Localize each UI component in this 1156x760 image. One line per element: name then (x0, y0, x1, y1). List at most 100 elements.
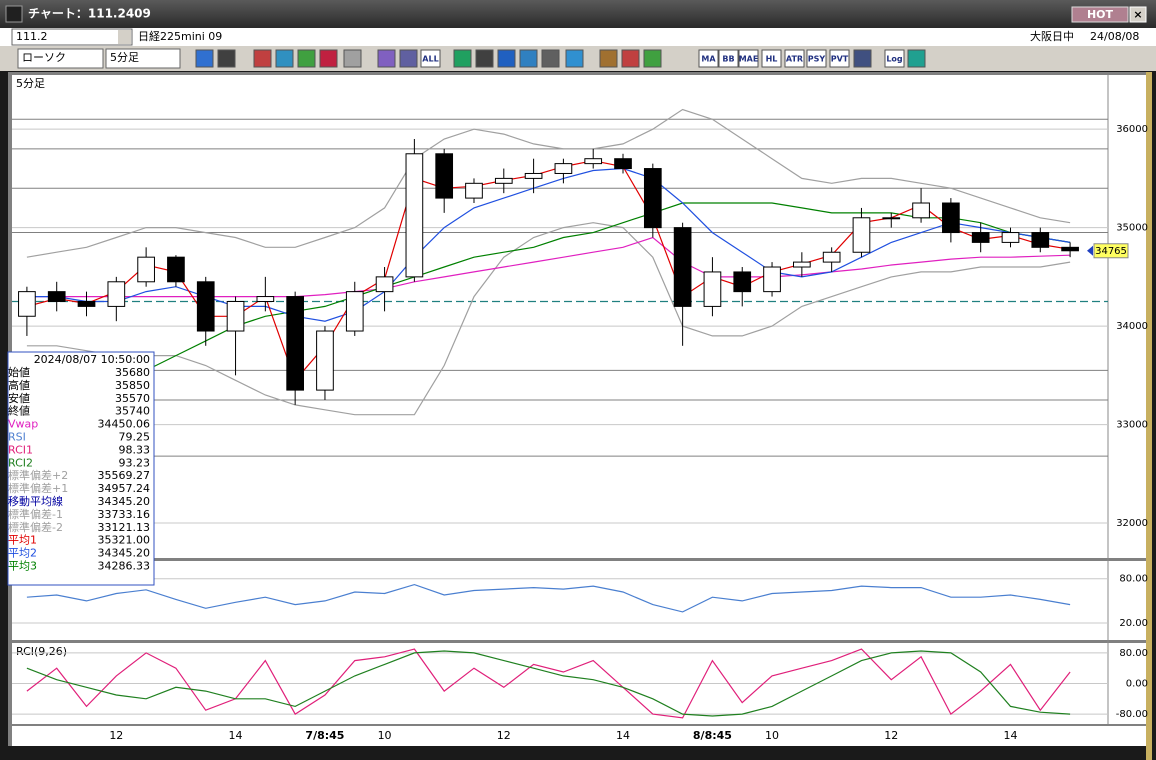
toolbar-button[interactable] (806, 49, 827, 68)
info-value: 35850 (115, 379, 150, 392)
x-tick-label: 12 (884, 729, 898, 742)
toolbar-icon[interactable] (297, 49, 316, 68)
toolbar-icon[interactable] (643, 49, 662, 68)
y-tick-label: 32000 (1116, 518, 1148, 529)
toolbar-icon[interactable] (565, 49, 584, 68)
toolbar-icon[interactable] (907, 49, 926, 68)
hot-label: HOT (1087, 8, 1114, 21)
info-label: 標準偏差+2 (8, 468, 68, 482)
candle-body (226, 300, 245, 332)
toolbar-button-label: BB (722, 55, 734, 64)
candle-body (673, 227, 692, 307)
main-axis (1108, 75, 1150, 558)
toolbar-icon[interactable] (621, 49, 640, 68)
candle-body (47, 291, 66, 302)
toolbar-button-label: MA (701, 55, 716, 64)
toolbar-button-label: ALL (422, 55, 438, 64)
info-label: 標準偏差-1 (8, 507, 63, 521)
series-line (26, 648, 1071, 719)
candle-body (77, 300, 96, 307)
last-price-label: 34765 (1095, 246, 1127, 257)
info-value: 35570 (115, 392, 150, 405)
toolbar-icon[interactable] (475, 49, 494, 68)
y-tick-label: 20.00 (1119, 618, 1148, 629)
window-title: チャート：111.2409 (28, 7, 151, 21)
toolbar-icon[interactable] (377, 49, 396, 68)
toolbar-icon[interactable] (253, 49, 272, 68)
candle-body (465, 182, 483, 199)
toolbar-icon[interactable] (343, 49, 362, 68)
toolbar-button[interactable] (761, 49, 782, 68)
info-label: 安値 (8, 391, 30, 405)
x-tick-label: 12 (497, 729, 511, 742)
info-value: 35569.27 (98, 469, 151, 482)
toolbar-button[interactable] (718, 49, 739, 68)
info-value: 34286.33 (98, 560, 151, 573)
code-input[interactable] (11, 28, 133, 46)
toolbar-button[interactable] (738, 49, 759, 68)
toolbar-icon[interactable] (853, 49, 872, 68)
toolbar-button[interactable] (884, 49, 905, 68)
info-label: 平均1 (8, 534, 37, 547)
toolbar-button[interactable] (829, 49, 850, 68)
candle-body (942, 202, 960, 234)
candle-body (286, 296, 304, 391)
candle-body (494, 177, 513, 184)
y-tick-label: 80.00 (1119, 648, 1148, 659)
x-tick-label: 14 (229, 729, 243, 742)
info-label: 高値 (8, 378, 30, 392)
info-box: 2024/08/07 10:50:00 始値 35680 高値 35850 安値 3557… (7, 351, 155, 586)
toolbar-icon[interactable] (399, 49, 418, 68)
toolbar-button[interactable] (420, 49, 441, 68)
toolbar-icon[interactable] (541, 49, 560, 68)
y-tick-label: 34000 (1116, 321, 1148, 332)
toolbar-icon[interactable] (497, 49, 516, 68)
close-icon: × (1133, 8, 1142, 21)
app-icon (5, 5, 23, 23)
info-value: 93.23 (119, 456, 151, 469)
info-label: 平均3 (8, 560, 37, 573)
info-label: RCI1 (8, 443, 33, 456)
close-button[interactable] (1129, 6, 1147, 23)
candle-body (793, 261, 811, 268)
toolbar-icon[interactable] (217, 49, 236, 68)
toolbar-button-label: Log (886, 55, 903, 64)
code-dropdown[interactable] (118, 30, 131, 44)
info-value: 33733.16 (98, 508, 151, 521)
info-label: Vwap (8, 418, 38, 431)
toolbar-icon[interactable] (195, 49, 214, 68)
candle-body (852, 217, 871, 253)
x-tick-label: 14 (1003, 729, 1017, 742)
toolbar-icon[interactable] (275, 49, 294, 68)
toolbar-icon[interactable] (599, 49, 618, 68)
candle-body (405, 153, 424, 278)
y-tick-label: 36000 (1116, 124, 1148, 135)
toolbar-icon[interactable] (519, 49, 538, 68)
candle-body (733, 271, 752, 293)
info-value: 98.33 (119, 443, 151, 456)
hot-button[interactable] (1071, 6, 1129, 23)
candle-body (196, 281, 215, 332)
panel-title: RCI(9,26) (16, 645, 67, 658)
info-label: RSI (8, 431, 26, 444)
toolbar-button[interactable] (784, 49, 805, 68)
toolbar-button[interactable] (698, 49, 719, 68)
x-tick-label: 14 (616, 729, 630, 742)
info-value: 34345.20 (98, 547, 151, 560)
toolbar-icon[interactable] (453, 49, 472, 68)
info-label: 終値 (8, 404, 30, 418)
toolbar-button-label: PVT (831, 55, 849, 64)
toolbar-icons: ALL MA BB MAE HL ATR PSY PVT Log (195, 49, 926, 68)
candle-body (614, 158, 632, 170)
interval: 5分足 (110, 51, 139, 64)
y-tick-label: 33000 (1116, 420, 1148, 431)
toolbar-button-label: MAE (739, 55, 759, 64)
plot: 36000 35000 34000 33000 32000 12 14 7/8:45 10 12 1… (12, 108, 1148, 742)
toolbar-button-label: ATR (786, 55, 803, 64)
chart-type-select[interactable] (17, 48, 104, 69)
toolbar-icon[interactable] (319, 49, 338, 68)
interval-select[interactable] (105, 48, 181, 69)
toolbar-button-label: PSY (808, 55, 826, 64)
candle-body (1061, 246, 1079, 252)
